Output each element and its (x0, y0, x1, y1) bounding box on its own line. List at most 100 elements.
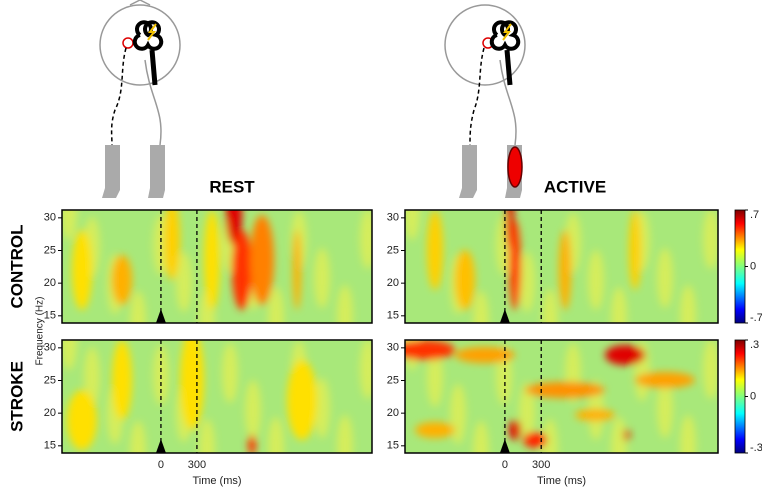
heatmap-blob (130, 291, 146, 323)
heatmap-blob (523, 432, 547, 448)
heatmap-blob (405, 340, 455, 360)
heatmap-blob (427, 210, 443, 290)
heatmap-blob (360, 210, 372, 269)
condition-label: ACTIVE (544, 177, 606, 196)
heatmap-blob (611, 287, 627, 323)
heatmap-blob (268, 287, 284, 323)
heatmap-blob (455, 250, 475, 310)
colorbar-tick-label: -.3 (750, 442, 762, 454)
y-tick-label: 25 (44, 374, 56, 386)
x-tick-label: 0 (502, 459, 508, 471)
colorbar-tick-label: .3 (750, 339, 759, 351)
colorbar-tick-label: 0 (750, 390, 756, 402)
panel-frame (61, 339, 373, 454)
heatmap-blob (473, 421, 489, 453)
heatmap (62, 340, 372, 453)
y-tick-label: 25 (387, 244, 399, 256)
y-tick-label: 30 (387, 212, 399, 224)
y-tick-label: 20 (387, 277, 399, 289)
x-tick-label: 300 (532, 459, 550, 471)
panel-frame (404, 209, 719, 324)
heatmap-blob (232, 230, 252, 310)
heatmap-blob (450, 384, 466, 444)
heatmap (62, 210, 372, 323)
heatmap-blob (112, 255, 132, 305)
heatmap-blob (473, 291, 489, 323)
heatmap-blob (204, 210, 220, 310)
y-axis-label: Frequency (Hz) (35, 297, 46, 366)
heatmap-blob (130, 421, 146, 453)
heatmap-blob (176, 252, 192, 312)
heatmap-blob (519, 252, 535, 312)
y-tick-label: 20 (44, 407, 56, 419)
heatmap-blob (287, 360, 317, 440)
y-tick-label: 30 (387, 342, 399, 354)
heatmap-blob (509, 220, 521, 310)
subject-illustration (99, 0, 526, 198)
heatmap-blob (680, 415, 696, 453)
heatmap-blob (542, 289, 558, 323)
heatmap (405, 210, 718, 323)
heatmap-blob (84, 347, 100, 407)
heatmap-blob (415, 422, 455, 438)
heatmap-blob (248, 435, 256, 453)
heatmap-blob (62, 340, 77, 370)
y-tick-label: 25 (387, 374, 399, 386)
stimulus-marker (155, 309, 166, 323)
heatmap-blob (624, 429, 630, 441)
group-label: CONTROL (7, 224, 26, 308)
heatmap-blob (703, 210, 718, 269)
heatmap-blob (164, 210, 180, 280)
condition-label: REST (209, 177, 255, 196)
y-tick-label: 20 (44, 277, 56, 289)
colorbar-tick-label: .7 (750, 209, 759, 221)
heatmap-blob (268, 417, 284, 453)
x-axis-label: Time (ms) (192, 475, 241, 487)
colorbar (734, 339, 746, 454)
colorbar-tick-label: 0 (750, 260, 756, 272)
y-tick-label: 30 (44, 212, 56, 224)
y-tick-label: 30 (44, 342, 56, 354)
y-tick-label: 20 (387, 407, 399, 419)
heatmap-texture (62, 340, 372, 453)
y-tick-label: 15 (387, 310, 399, 322)
stimulus-marker (155, 439, 166, 453)
heatmap-blob (180, 340, 204, 430)
heatmap-blob (245, 380, 261, 440)
heatmap-blob (559, 230, 571, 310)
heatmap-blob (250, 215, 274, 305)
heatmap-blob (337, 285, 353, 323)
heatmap-blob (112, 340, 132, 420)
heatmap-blob (360, 340, 372, 399)
heatmap-blob (657, 378, 673, 438)
heatmap-blob (405, 210, 420, 240)
y-tick-label: 15 (44, 440, 56, 452)
heatmap-blob (680, 285, 696, 323)
colorbar-tick-label: -.7 (750, 312, 762, 324)
heatmap-blob (525, 382, 605, 398)
heatmap-blob (427, 347, 443, 407)
colorbar (734, 209, 746, 324)
heatmap-blob (635, 372, 695, 388)
heatmap-blob (629, 210, 641, 290)
heatmap-blob (542, 419, 558, 453)
y-tick-label: 15 (44, 310, 56, 322)
heatmap-blob (72, 230, 92, 310)
x-axis-label: Time (ms) (537, 475, 586, 487)
heatmap-blob (588, 250, 604, 310)
heatmap-texture (405, 340, 718, 453)
heatmap-blob (199, 419, 215, 453)
stimulus-marker (499, 439, 510, 453)
heatmap-blob (703, 340, 718, 399)
heatmap-blob (314, 378, 330, 438)
heatmap-texture (405, 210, 718, 323)
heatmap-blob (67, 390, 97, 450)
heatmap-blob (509, 420, 521, 440)
x-tick-label: 300 (188, 459, 206, 471)
heatmap-blob (519, 382, 535, 442)
heatmap-blob (605, 345, 645, 365)
heatmap-blob (222, 343, 238, 403)
heatmap-blob (62, 210, 77, 240)
heatmap-blob (337, 415, 353, 453)
y-tick-label: 15 (387, 440, 399, 452)
